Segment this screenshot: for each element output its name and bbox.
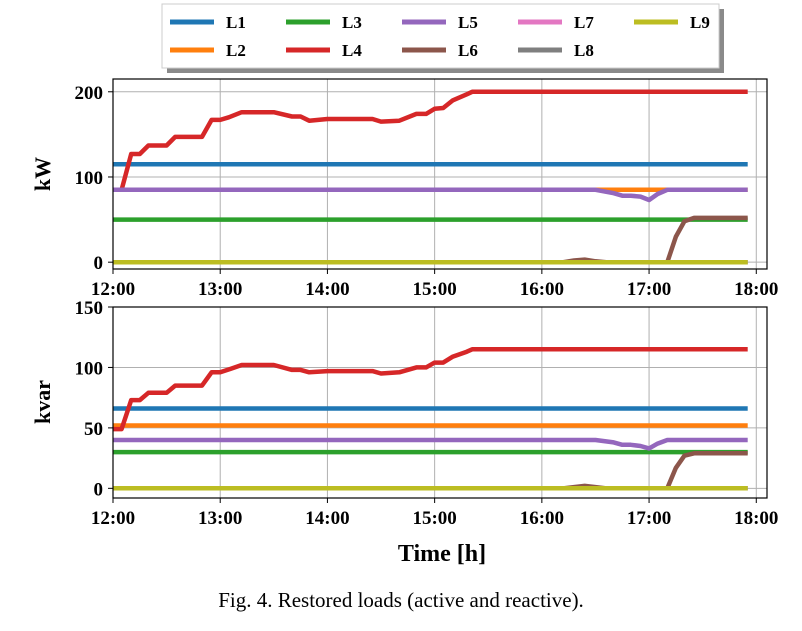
- kvar-xtick-label: 17:00: [627, 508, 671, 529]
- legend-label-l6: L6: [458, 41, 478, 60]
- kvar-series-l5: [113, 437, 748, 451]
- legend-label-l2: L2: [226, 41, 246, 60]
- legend-label-l8: L8: [574, 41, 594, 60]
- kvar-ytick-label: 150: [75, 298, 104, 319]
- kvar-series-l4: [113, 347, 748, 432]
- kvar-xtick-label: 13:00: [198, 508, 242, 529]
- kvar-ytick-label: 100: [75, 358, 104, 379]
- kw-series-l6: [113, 215, 748, 265]
- legend-label-l9: L9: [690, 13, 710, 32]
- kw-plot-frame: [112, 78, 768, 270]
- kvar-series: [113, 347, 748, 491]
- kw-xticks: 12:00 13:00 14:00 15:00 16:00 17:00 18:00: [91, 269, 778, 300]
- kvar-ylabel: kvar: [30, 380, 55, 424]
- legend-box: [161, 3, 720, 69]
- kw-series: [113, 89, 748, 265]
- legend-label-l3: L3: [342, 13, 362, 32]
- legend-label-l5: L5: [458, 13, 478, 32]
- legend-label-l1: L1: [226, 13, 246, 32]
- kvar-xtick-label: 15:00: [412, 508, 456, 529]
- kvar-xtick-label: 18:00: [734, 508, 778, 529]
- kw-panel: 0 100 200 12:00 13:00 14:00 15:00 16:00 17:00 18…: [30, 78, 778, 300]
- kw-xtick-label: 17:00: [627, 279, 671, 300]
- kvar-grid: [112, 306, 767, 498]
- kw-series-l5: [113, 187, 748, 203]
- kvar-xtick-label: 16:00: [520, 508, 564, 529]
- figure-caption: Fig. 4. Restored loads (active and react…: [218, 588, 584, 612]
- legend: L1 L2 L3 L4 L5 L6 L7 L8 L9: [161, 3, 724, 73]
- legend-label-l7: L7: [574, 13, 594, 32]
- kw-xtick-label: 13:00: [198, 279, 242, 300]
- kvar-xticks: 12:00 13:00 14:00 15:00 16:00 17:00 18:00: [91, 498, 778, 529]
- kvar-yticks: 0 50 100 150: [75, 298, 113, 500]
- kw-yticks: 0 100 200: [75, 83, 113, 274]
- kw-ytick-label: 200: [75, 83, 104, 104]
- kw-ylabel: kW: [30, 157, 55, 191]
- kw-ytick-label: 100: [75, 168, 104, 189]
- kvar-xlabel: Time [h]: [398, 541, 486, 567]
- kvar-xtick-label: 12:00: [91, 508, 135, 529]
- legend-label-l4: L4: [342, 41, 362, 60]
- kw-ytick-label: 0: [94, 253, 104, 274]
- kw-xtick-label: 12:00: [91, 279, 135, 300]
- kvar-ytick-label: 0: [94, 479, 104, 500]
- kvar-series-l6: [113, 451, 748, 491]
- kvar-xtick-label: 14:00: [305, 508, 349, 529]
- kvar-ytick-label: 50: [84, 419, 103, 440]
- kvar-panel: 0 50 100 150 12:00 13:00 14:00 15:00 16:00 17:00…: [30, 298, 778, 567]
- kw-series-l4: [113, 89, 748, 193]
- kw-xtick-label: 16:00: [520, 279, 564, 300]
- kvar-plot-frame: [112, 306, 768, 499]
- kw-xtick-label: 15:00: [412, 279, 456, 300]
- kw-xtick-label: 18:00: [734, 279, 778, 300]
- kw-xtick-label: 14:00: [305, 279, 349, 300]
